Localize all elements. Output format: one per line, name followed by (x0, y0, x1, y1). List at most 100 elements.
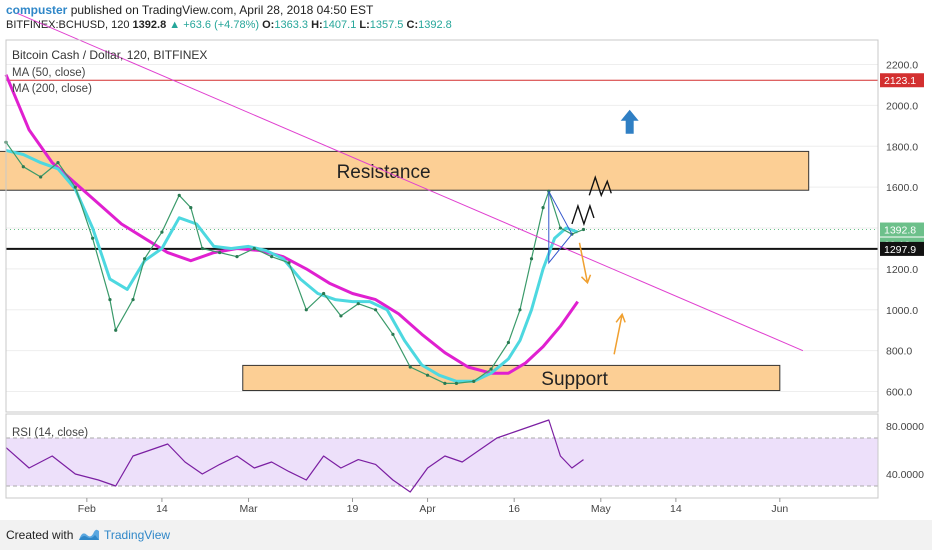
close-point (160, 230, 164, 234)
close-point (114, 328, 118, 332)
rsi-tick-label: 80.0000 (886, 421, 924, 433)
rsi-pane-frame (5, 413, 879, 499)
last-price: 1392.8 (132, 19, 167, 31)
close-point (541, 206, 545, 210)
close-label: C: (406, 19, 419, 31)
close-point (472, 379, 476, 383)
close-point (270, 255, 274, 259)
close-point (39, 175, 43, 179)
close-point (408, 365, 412, 369)
price-tick-label: 2000.0 (886, 100, 918, 112)
close-point (529, 257, 534, 261)
time-tick-label: 19 (347, 503, 359, 515)
username-link[interactable]: compuster (6, 3, 68, 17)
close-point (189, 206, 193, 210)
price-series (4, 74, 586, 385)
high-value: 1407.1 (322, 19, 357, 31)
price-tick-label: 1000.0 (886, 305, 918, 317)
ma50-line (5, 148, 579, 383)
orange-up-arrow-icon (613, 312, 626, 355)
close-point (304, 308, 308, 312)
price-tick-label: 2200.0 (886, 60, 918, 72)
close-point (373, 308, 378, 312)
last-price-badge: 1392.8 (884, 225, 916, 237)
orange-down-arrow-icon (578, 242, 592, 285)
tradingview-logo-icon (79, 529, 99, 540)
close-point (454, 381, 459, 385)
open-value: 1363.3 (274, 19, 308, 31)
published-text: published on TradingView.com, April 28, … (70, 3, 374, 17)
close-point (108, 297, 112, 302)
close-point (339, 314, 343, 318)
price-change: ▲ +63.6 (+4.78%) (169, 19, 260, 31)
price-tick-label: 1600.0 (886, 182, 918, 194)
close-point (177, 193, 181, 197)
time-tick-label: Feb (78, 503, 96, 515)
close-point (443, 381, 447, 385)
support-label: Support (541, 369, 608, 390)
time-tick-label: 16 (508, 503, 520, 515)
close-point (21, 165, 25, 169)
last-price-badge-bg (880, 222, 924, 237)
price-chart[interactable]: Resistance Support Bitcoin Cash / Dollar,… (0, 0, 932, 520)
close-point (235, 255, 239, 259)
close-point (218, 250, 222, 255)
support-zone (242, 364, 781, 392)
close-point (425, 373, 430, 377)
red-line-price-badge-bg (880, 73, 924, 88)
tradingview-brand-link[interactable]: TradingView (104, 528, 171, 542)
footer-bar: Created with TradingView (0, 520, 932, 550)
chart-title: Bitcoin Cash / Dollar, 120, BITFINEX (12, 48, 207, 62)
red-line-price-badge: 2123.1 (884, 75, 916, 87)
blue-up-arrow-icon (620, 109, 639, 134)
close-point (91, 236, 95, 240)
price-axis[interactable]: 2200.0 2000.0 1800.0 1600.0 1200.0 1000.0 800.… (880, 60, 924, 481)
price-tick-label: 1200.0 (886, 264, 918, 276)
close-point (581, 227, 586, 232)
time-tick-label: 14 (670, 503, 682, 515)
chart-grid (6, 64, 878, 393)
created-with-label: Created with (6, 528, 74, 542)
drawings (17, 12, 804, 355)
ohlc-header: BITFINEX:BCHUSD, 120 1392.8 ▲ +63.6 (+4.… (6, 19, 452, 31)
close-point (287, 261, 291, 265)
open-label: O: (262, 19, 275, 31)
rsi-line (5, 419, 584, 493)
rsi-pane (5, 419, 878, 493)
triangle-pattern (548, 191, 573, 265)
time-tick-label: May (591, 503, 612, 515)
close-point (489, 367, 493, 371)
price-tick-label: 1800.0 (886, 141, 918, 153)
close-point (131, 297, 135, 302)
close-point (356, 302, 360, 306)
close-point (322, 291, 326, 296)
close-point (56, 161, 60, 165)
price-tick-label: 600.0 (886, 387, 912, 399)
time-tick-label: 14 (156, 503, 168, 515)
ma50-legend[interactable]: MA (50, close) (12, 67, 86, 79)
ma200-legend[interactable]: MA (200, close) (12, 83, 92, 95)
publication-header: compuster published on TradingView.com, … (6, 3, 373, 17)
close-point (73, 185, 77, 189)
close-point (391, 332, 395, 336)
high-label: H: (311, 19, 323, 31)
rsi-tick-label: 40.0000 (886, 469, 924, 481)
black-line-price-badge: 1297.9 (884, 244, 916, 256)
price-tick-label: 800.0 (886, 346, 912, 358)
time-tick-label: Mar (239, 503, 258, 515)
time-tick-label: Apr (419, 503, 436, 515)
close-point (142, 257, 147, 261)
annotation-zones: Resistance Support (0, 150, 810, 392)
rsi-band (6, 438, 878, 486)
black-line-price-badge-bg (880, 241, 924, 256)
close-point (558, 226, 562, 230)
ma200-line (4, 74, 579, 375)
low-value: 1357.5 (369, 19, 404, 31)
zigzag-arrow-upper-icon (588, 175, 612, 198)
time-axis[interactable]: Feb 14 Mar 19 Apr 16 May 14 Jun (78, 498, 789, 515)
main-pane-frame (5, 39, 879, 413)
resistance-label: Resistance (337, 162, 431, 183)
close-point (518, 308, 522, 312)
rsi-legend[interactable]: RSI (14, close) (12, 427, 88, 439)
zigzag-arrow-lower-icon (571, 203, 595, 227)
